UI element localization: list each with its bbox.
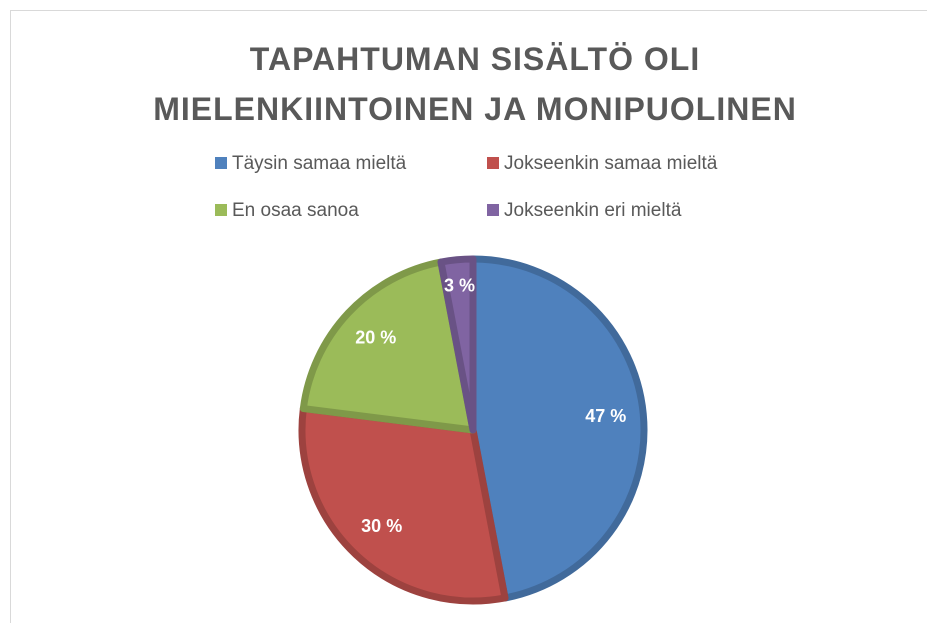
data-label: 20 % [355,327,396,347]
legend-swatch [215,204,227,216]
pie-slice [299,258,477,434]
legend-swatch [215,157,227,169]
data-label: 3 % [444,276,475,296]
legend-swatch [487,204,499,216]
legend-label: Jokseenkin samaa mieltä [504,153,718,174]
data-label: 30 % [361,516,402,536]
pie-slice [298,405,509,605]
legend-swatch [487,157,499,169]
data-label: 47 % [585,406,626,426]
chart-border [10,10,927,623]
legend-label: Jokseenkin eri mieltä [504,200,682,221]
chart-title: TAPAHTUMAN SISÄLTÖ OLI MIELENKIINTOINEN … [153,41,797,127]
legend-label: Täysin samaa mieltä [232,153,407,174]
legend-label: En osaa sanoa [232,200,359,221]
pie-slice [469,255,648,602]
pie-slice [437,255,477,434]
